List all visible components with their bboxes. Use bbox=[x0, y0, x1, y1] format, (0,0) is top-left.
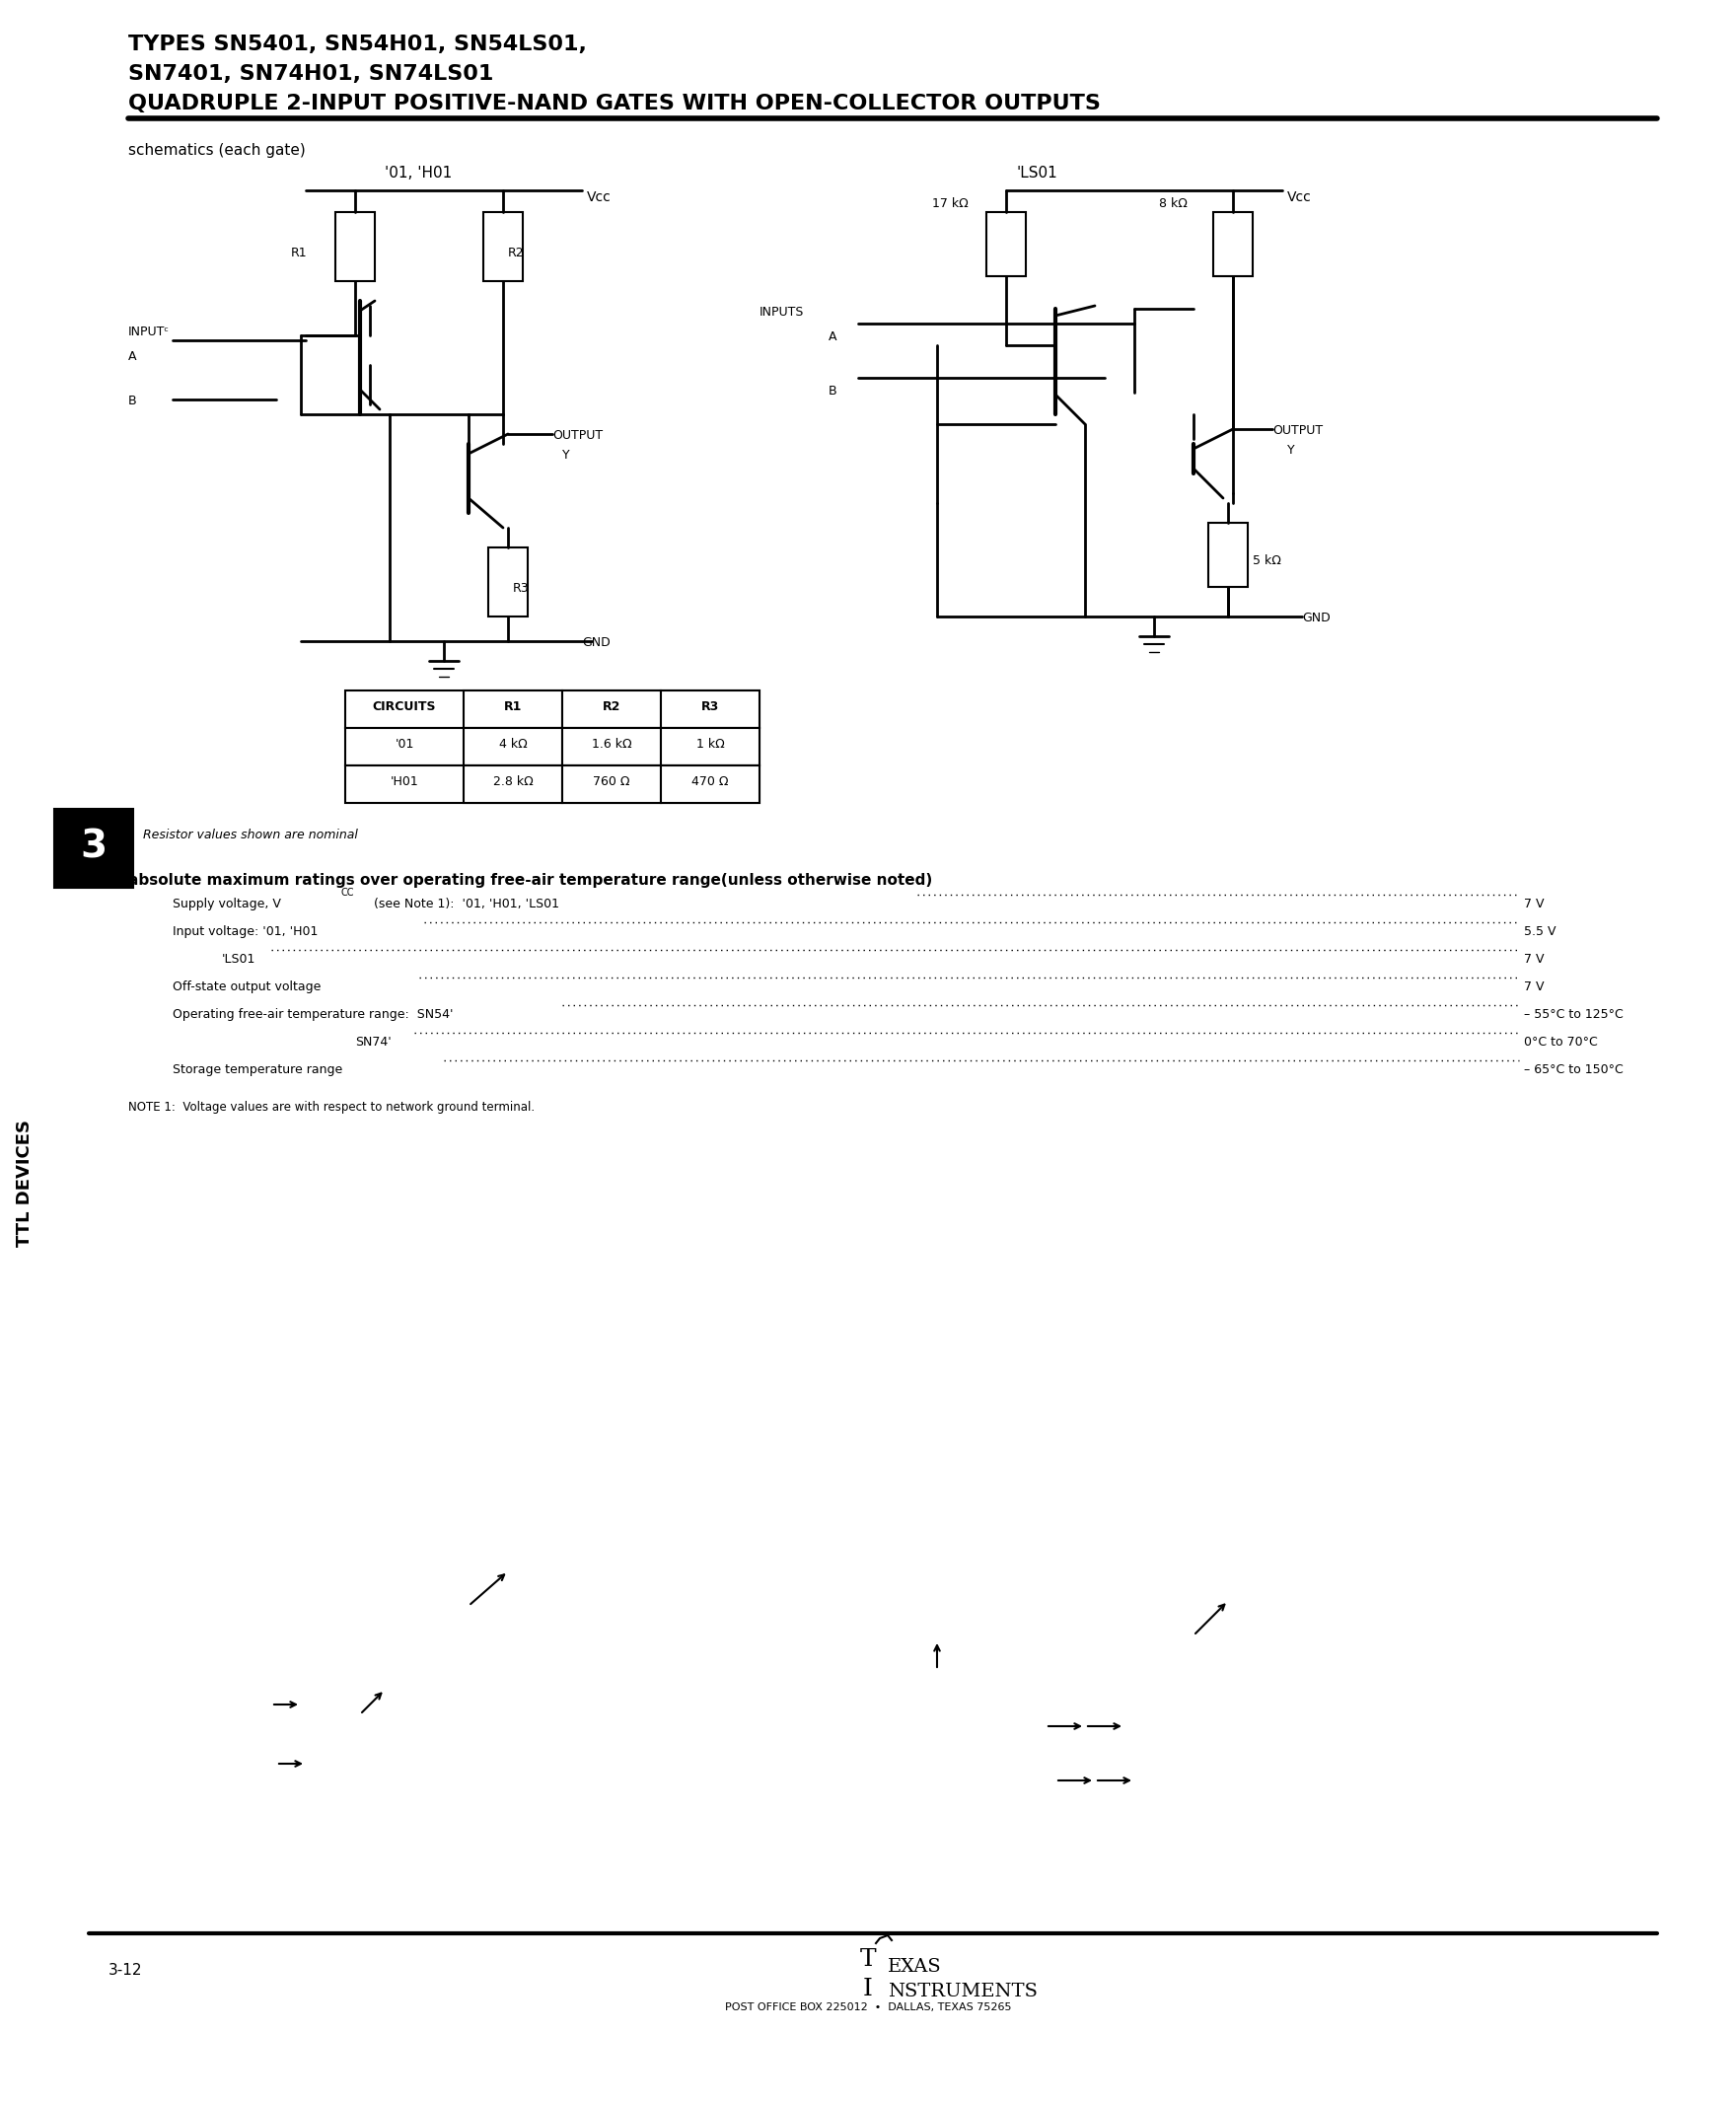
Text: Input voltage: '01, 'H01: Input voltage: '01, 'H01 bbox=[172, 926, 318, 938]
Bar bbox=[464, 766, 562, 804]
Text: POST OFFICE BOX 225012  •  DALLAS, TEXAS 75265: POST OFFICE BOX 225012 • DALLAS, TEXAS 7… bbox=[724, 2003, 1012, 2011]
Bar bbox=[1213, 213, 1253, 276]
Text: (see Note 1):  '01, 'H01, 'LS01: (see Note 1): '01, 'H01, 'LS01 bbox=[370, 898, 559, 911]
Text: CC: CC bbox=[340, 888, 354, 898]
Bar bbox=[483, 213, 523, 282]
Text: 7 V: 7 V bbox=[1524, 898, 1543, 911]
Bar bbox=[335, 213, 375, 282]
Bar bbox=[464, 728, 562, 766]
Text: – 55°C to 125°C: – 55°C to 125°C bbox=[1524, 1008, 1623, 1020]
Text: 5 kΩ: 5 kΩ bbox=[1253, 553, 1281, 568]
Text: 5.5 V: 5.5 V bbox=[1524, 926, 1555, 938]
Text: GND: GND bbox=[582, 635, 611, 648]
Bar bbox=[562, 690, 661, 728]
Text: 'H01: 'H01 bbox=[391, 774, 418, 787]
Text: '01, 'H01: '01, 'H01 bbox=[385, 166, 451, 181]
Text: absolute maximum ratings over operating free-air temperature range(unless otherw: absolute maximum ratings over operating … bbox=[128, 873, 932, 888]
Text: 3-12: 3-12 bbox=[108, 1963, 142, 1978]
Text: 1 kΩ: 1 kΩ bbox=[696, 736, 724, 751]
Bar bbox=[345, 766, 760, 804]
Text: OUTPUT: OUTPUT bbox=[552, 429, 602, 442]
Text: SN74': SN74' bbox=[356, 1035, 391, 1048]
Text: Resistor values shown are nominal: Resistor values shown are nominal bbox=[142, 829, 358, 842]
Bar bbox=[661, 690, 760, 728]
Text: CIRCUITS: CIRCUITS bbox=[373, 701, 436, 713]
Text: Y: Y bbox=[1286, 444, 1295, 457]
Text: Supply voltage, V: Supply voltage, V bbox=[172, 898, 281, 911]
Text: R2: R2 bbox=[602, 701, 620, 713]
Text: EXAS: EXAS bbox=[887, 1959, 941, 1976]
Bar bbox=[562, 766, 661, 804]
Text: Y: Y bbox=[562, 448, 569, 461]
Text: B: B bbox=[828, 385, 837, 398]
Bar bbox=[345, 690, 760, 728]
Text: SN7401, SN74H01, SN74LS01: SN7401, SN74H01, SN74LS01 bbox=[128, 63, 493, 84]
Text: 'LS01: 'LS01 bbox=[1016, 166, 1057, 181]
Text: INPUTS: INPUTS bbox=[760, 305, 804, 318]
Text: T: T bbox=[859, 1948, 877, 1971]
Text: R2: R2 bbox=[509, 246, 524, 259]
Bar bbox=[986, 213, 1026, 276]
Text: B: B bbox=[128, 396, 137, 408]
Text: Storage temperature range: Storage temperature range bbox=[172, 1063, 342, 1075]
Text: I: I bbox=[863, 1978, 873, 2001]
Text: A: A bbox=[128, 349, 137, 364]
Bar bbox=[661, 766, 760, 804]
Text: QUADRUPLE 2-INPUT POSITIVE-NAND GATES WITH OPEN-COLLECTOR OUTPUTS: QUADRUPLE 2-INPUT POSITIVE-NAND GATES WI… bbox=[128, 95, 1101, 114]
Bar bbox=[345, 728, 760, 766]
Text: OUTPUT: OUTPUT bbox=[1272, 425, 1323, 438]
Text: R3: R3 bbox=[701, 701, 719, 713]
Text: TYPES SN5401, SN54H01, SN54LS01,: TYPES SN5401, SN54H01, SN54LS01, bbox=[128, 34, 587, 55]
Text: 4 kΩ: 4 kΩ bbox=[498, 736, 528, 751]
Text: GND: GND bbox=[1302, 612, 1330, 625]
Text: R3: R3 bbox=[512, 583, 529, 595]
Text: 3: 3 bbox=[80, 827, 108, 865]
Bar bbox=[1208, 522, 1248, 587]
Text: A: A bbox=[828, 330, 837, 343]
Text: Off-state output voltage: Off-state output voltage bbox=[172, 980, 321, 993]
Text: Vᴄᴄ: Vᴄᴄ bbox=[1286, 189, 1312, 204]
Text: Vᴄᴄ: Vᴄᴄ bbox=[587, 189, 611, 204]
Bar bbox=[488, 547, 528, 616]
Text: schematics (each gate): schematics (each gate) bbox=[128, 143, 306, 158]
Text: 2.8 kΩ: 2.8 kΩ bbox=[493, 774, 533, 787]
Bar bbox=[54, 808, 134, 888]
Text: Operating free-air temperature range:  SN54': Operating free-air temperature range: SN… bbox=[172, 1008, 453, 1020]
Text: TTL DEVICES: TTL DEVICES bbox=[16, 1119, 33, 1248]
Text: 1.6 kΩ: 1.6 kΩ bbox=[592, 736, 632, 751]
Text: 470 Ω: 470 Ω bbox=[691, 774, 729, 787]
Bar bbox=[661, 728, 760, 766]
Text: 7 V: 7 V bbox=[1524, 980, 1543, 993]
Text: R1: R1 bbox=[292, 246, 307, 259]
Text: NSTRUMENTS: NSTRUMENTS bbox=[887, 1982, 1038, 2001]
Text: 760 Ω: 760 Ω bbox=[594, 774, 630, 787]
Bar bbox=[562, 728, 661, 766]
Text: 7 V: 7 V bbox=[1524, 953, 1543, 966]
Text: 0°C to 70°C: 0°C to 70°C bbox=[1524, 1035, 1597, 1048]
Text: '01: '01 bbox=[394, 736, 413, 751]
Text: 'LS01: 'LS01 bbox=[222, 953, 255, 966]
Bar bbox=[464, 690, 562, 728]
Text: INPUTᶜ: INPUTᶜ bbox=[128, 326, 170, 339]
Text: NOTE 1:  Voltage values are with respect to network ground terminal.: NOTE 1: Voltage values are with respect … bbox=[128, 1100, 535, 1113]
Text: R1: R1 bbox=[503, 701, 523, 713]
Text: – 65°C to 150°C: – 65°C to 150°C bbox=[1524, 1063, 1623, 1075]
Text: 17 kΩ: 17 kΩ bbox=[932, 198, 969, 210]
Text: 8 kΩ: 8 kΩ bbox=[1160, 198, 1187, 210]
